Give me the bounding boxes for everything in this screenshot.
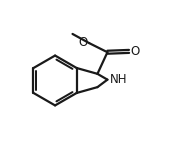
Text: O: O (130, 45, 140, 58)
Text: O: O (79, 36, 88, 49)
Text: NH: NH (109, 73, 127, 86)
